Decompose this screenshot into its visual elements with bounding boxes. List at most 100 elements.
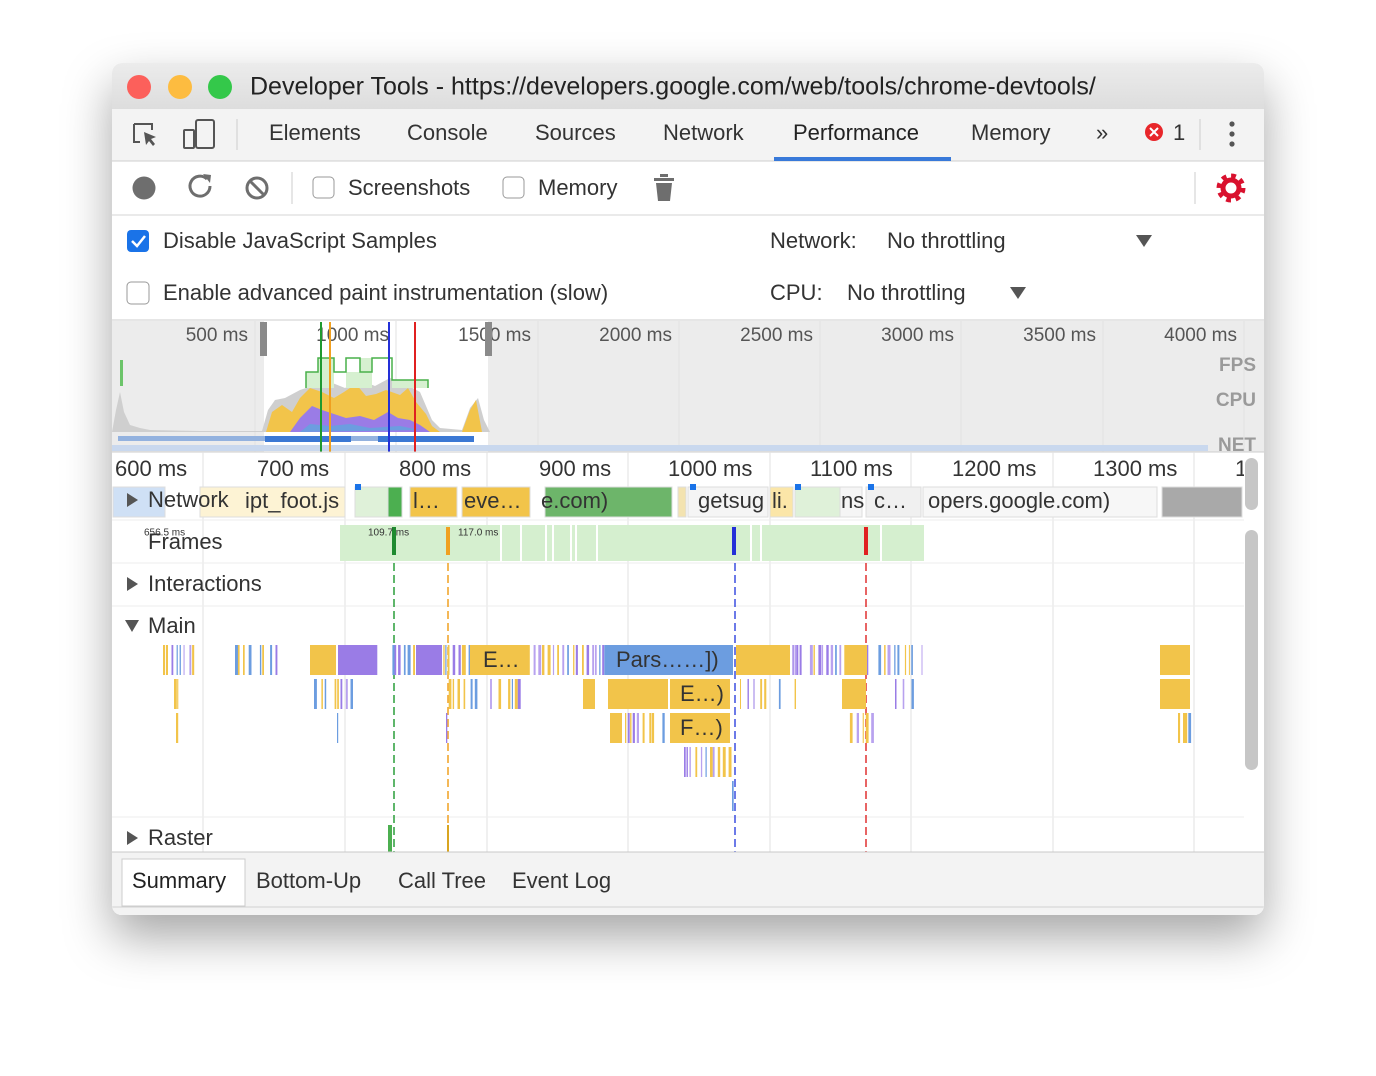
flame-slice bbox=[1185, 713, 1188, 743]
tab[interactable]: Network bbox=[663, 120, 745, 145]
bottom-tab[interactable]: Event Log bbox=[512, 868, 611, 893]
flame-slice bbox=[610, 713, 622, 743]
tab[interactable]: Performance bbox=[793, 120, 919, 145]
more-tabs[interactable]: » bbox=[1096, 120, 1108, 145]
bottom-tab[interactable]: Summary bbox=[132, 868, 226, 893]
network-request bbox=[922, 486, 1158, 518]
ruler-tick: 1100 ms bbox=[810, 456, 893, 481]
screenshots-checkbox[interactable] bbox=[312, 176, 335, 199]
close-button[interactable] bbox=[127, 75, 151, 99]
flame-slice bbox=[1183, 713, 1186, 743]
icon-part: Elements Console Sources Network Performance… bbox=[269, 120, 1050, 145]
flame-slice bbox=[586, 645, 590, 675]
tab[interactable]: Memory bbox=[971, 120, 1050, 145]
bottom-tab[interactable]: Call Tree bbox=[398, 868, 486, 893]
flame-slice bbox=[166, 645, 168, 675]
flame-slice bbox=[627, 713, 630, 743]
paint-label[interactable]: Enable advanced paint instrumentation (s… bbox=[163, 280, 608, 305]
flame-slice bbox=[884, 645, 886, 675]
track-label[interactable]: Raster bbox=[148, 825, 213, 850]
flame-slice bbox=[324, 679, 327, 709]
disable-js-label[interactable]: Disable JavaScript Samples bbox=[163, 228, 437, 253]
dropdown-arrow[interactable] bbox=[1010, 287, 1026, 299]
icon-part bbox=[656, 183, 672, 201]
dropdown-arrow[interactable] bbox=[1136, 235, 1152, 247]
memory-checkbox[interactable] bbox=[502, 176, 525, 199]
flame-slice bbox=[340, 679, 343, 709]
flame-slice bbox=[792, 645, 794, 675]
expand-arrow[interactable] bbox=[127, 493, 138, 507]
network-throttling[interactable]: No throttling bbox=[887, 228, 1006, 253]
flame-slice bbox=[606, 645, 733, 675]
frame-gap bbox=[570, 525, 572, 561]
overview-tick: 500 ms bbox=[186, 325, 248, 346]
scrollbar[interactable] bbox=[1245, 458, 1258, 510]
network-request bbox=[794, 486, 841, 518]
tab[interactable]: Console bbox=[407, 120, 488, 145]
track-label[interactable]: Network bbox=[148, 487, 230, 512]
menu-button[interactable] bbox=[1229, 121, 1235, 147]
paint-checkbox[interactable] bbox=[126, 281, 150, 305]
icon-part bbox=[202, 452, 1195, 852]
memory-label[interactable]: Memory bbox=[538, 175, 617, 200]
flame-slice bbox=[163, 645, 166, 675]
error-icon[interactable] bbox=[1145, 123, 1163, 141]
disable-js-checkbox[interactable] bbox=[127, 230, 149, 252]
flame-slice bbox=[651, 713, 655, 743]
checkmark bbox=[131, 235, 146, 248]
garbage-collect-button[interactable] bbox=[654, 174, 674, 201]
flame-slice bbox=[904, 645, 907, 675]
track-label[interactable]: Main bbox=[148, 613, 196, 638]
selection-handle[interactable] bbox=[485, 322, 492, 356]
error-count[interactable]: 1 bbox=[1173, 120, 1185, 145]
minimize-button[interactable] bbox=[168, 75, 192, 99]
settings-button[interactable] bbox=[1216, 173, 1246, 203]
frame-gap bbox=[596, 525, 598, 561]
flame-slice bbox=[447, 645, 450, 675]
track-label[interactable]: Frames bbox=[148, 529, 223, 554]
flame-slice bbox=[337, 713, 339, 743]
scrollbar[interactable] bbox=[1245, 530, 1258, 770]
raster-bar bbox=[447, 825, 449, 852]
flame-slice bbox=[753, 679, 755, 709]
bottom-tab[interactable]: Bottom-Up bbox=[256, 868, 361, 893]
flame-slice bbox=[740, 679, 741, 709]
request-label: ns bbox=[841, 488, 864, 513]
frame-marker bbox=[446, 527, 450, 555]
bottom-tabs bbox=[112, 852, 1264, 915]
frame-label: 656.5 ms bbox=[144, 528, 185, 539]
selection-handle[interactable] bbox=[260, 322, 267, 356]
network-request bbox=[839, 486, 863, 518]
network-request bbox=[769, 486, 794, 518]
track-label[interactable]: Interactions bbox=[148, 571, 262, 596]
device-icon[interactable] bbox=[183, 119, 215, 149]
expand-arrow[interactable] bbox=[125, 620, 139, 632]
inspect-icon[interactable] bbox=[133, 123, 156, 146]
reload-button[interactable] bbox=[188, 174, 212, 198]
flame-slice bbox=[686, 747, 688, 777]
net-bar bbox=[378, 436, 474, 442]
overview-tick: 2000 ms bbox=[599, 325, 672, 346]
tab[interactable]: Sources bbox=[535, 120, 616, 145]
expand-arrow[interactable] bbox=[127, 831, 138, 845]
flame-slice bbox=[416, 645, 442, 675]
clear-button[interactable] bbox=[245, 176, 269, 200]
flame-slice bbox=[670, 713, 730, 743]
tab[interactable]: Elements bbox=[269, 120, 361, 145]
record-button[interactable] bbox=[132, 176, 156, 200]
flame-slice bbox=[567, 645, 569, 675]
flame-slice bbox=[835, 645, 837, 675]
flame-slice bbox=[547, 645, 551, 675]
icon-part bbox=[1149, 127, 1159, 137]
cpu-throttling[interactable]: No throttling bbox=[847, 280, 966, 305]
flame-slice bbox=[542, 645, 545, 675]
flame-slice bbox=[911, 645, 913, 675]
request-marker bbox=[355, 484, 361, 490]
screenshots-label[interactable]: Screenshots bbox=[348, 175, 470, 200]
flame-slice bbox=[794, 645, 797, 675]
flame-slice bbox=[604, 645, 607, 675]
expand-arrow[interactable] bbox=[127, 577, 138, 591]
zoom-button[interactable] bbox=[208, 75, 232, 99]
flame-slice bbox=[189, 645, 192, 675]
flame-slice bbox=[649, 713, 652, 743]
